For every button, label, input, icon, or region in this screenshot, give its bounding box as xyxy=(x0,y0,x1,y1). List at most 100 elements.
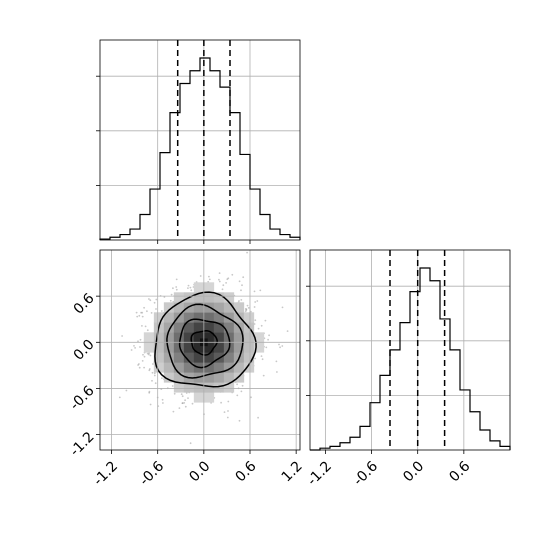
density-cell xyxy=(153,352,165,363)
density-cell xyxy=(213,292,225,303)
sample-point xyxy=(180,393,183,396)
density-cell xyxy=(243,312,255,323)
sample-point xyxy=(240,299,243,301)
density-cell xyxy=(233,342,245,353)
sample-point xyxy=(161,377,163,379)
sample-point xyxy=(178,407,181,409)
sample-point xyxy=(250,396,252,399)
density-cell xyxy=(213,352,225,363)
density-cell xyxy=(223,312,235,323)
sample-point xyxy=(207,280,210,283)
density-cell xyxy=(243,352,255,363)
plot-area xyxy=(118,251,289,445)
sample-point xyxy=(256,300,259,302)
sample-point xyxy=(143,366,146,369)
sample-point xyxy=(253,290,256,293)
density-cell xyxy=(153,342,165,353)
sample-point xyxy=(254,301,257,303)
sample-point xyxy=(181,395,184,398)
sample-point xyxy=(154,382,157,385)
sample-point xyxy=(225,282,228,284)
sample-point xyxy=(240,390,243,393)
sample-point xyxy=(121,335,123,337)
density-cell xyxy=(143,342,155,353)
density-cell xyxy=(153,332,165,343)
sample-point xyxy=(276,371,278,373)
x-tick-label: 0.0 xyxy=(400,458,427,485)
sample-point xyxy=(262,374,265,377)
sample-point xyxy=(138,314,141,317)
sample-point xyxy=(191,402,194,405)
sample-point xyxy=(148,391,151,394)
sample-point xyxy=(189,442,192,445)
density-cell xyxy=(163,352,175,363)
density-cell xyxy=(223,372,235,383)
sample-point xyxy=(161,398,164,401)
sample-point xyxy=(279,346,281,349)
density-cell xyxy=(243,332,255,343)
sample-point xyxy=(146,310,148,313)
sample-point xyxy=(268,334,270,337)
density-cell xyxy=(173,332,185,343)
sample-point xyxy=(141,325,143,327)
density-cell xyxy=(143,332,155,343)
density-cell xyxy=(173,342,185,353)
sample-point xyxy=(153,374,156,377)
sample-point xyxy=(143,306,146,309)
sample-point xyxy=(149,403,152,406)
sample-point xyxy=(223,411,226,413)
density-cell xyxy=(233,332,245,343)
sample-point xyxy=(241,384,244,387)
x-tick-label: 1.2 xyxy=(279,458,306,485)
sample-point xyxy=(220,401,223,404)
sample-point xyxy=(173,392,176,395)
sample-point xyxy=(246,304,249,307)
density-cell xyxy=(213,342,225,353)
density-cell xyxy=(193,302,205,313)
density-cell xyxy=(233,302,245,313)
density-cell xyxy=(193,352,205,363)
density-cell xyxy=(223,292,235,303)
sample-point xyxy=(265,346,268,349)
sample-point xyxy=(253,306,256,308)
density-cell xyxy=(213,382,225,393)
density-cell xyxy=(193,322,205,333)
density-cell xyxy=(253,342,265,353)
density-cell xyxy=(213,372,225,383)
density-cell xyxy=(223,362,235,373)
sample-point xyxy=(231,273,234,276)
sample-point xyxy=(247,307,250,309)
sample-point xyxy=(175,286,178,288)
x-tick-label: -0.6 xyxy=(137,458,168,489)
density-cell xyxy=(163,302,175,313)
sample-point xyxy=(136,315,139,318)
sample-point xyxy=(184,399,187,402)
sample-point xyxy=(153,372,156,375)
density-cell xyxy=(213,322,225,333)
histogram-step xyxy=(310,267,511,451)
sample-point xyxy=(172,287,174,290)
sample-point xyxy=(137,340,139,343)
sample-point xyxy=(264,319,267,322)
density-cell xyxy=(173,322,185,333)
sample-point xyxy=(218,278,220,281)
density-cell xyxy=(233,362,245,373)
marginal-histogram-x-panel xyxy=(96,39,301,244)
sample-point xyxy=(141,311,144,314)
density-cell xyxy=(223,322,235,333)
sample-point xyxy=(135,311,138,314)
sample-point xyxy=(221,288,224,291)
sample-point xyxy=(133,345,135,347)
y-tick-label: -0.6 xyxy=(67,383,98,414)
sample-point xyxy=(149,299,152,302)
sample-point xyxy=(146,352,149,355)
sample-point xyxy=(250,310,252,313)
axes-frame xyxy=(309,249,511,451)
sample-point xyxy=(170,293,173,296)
density-cell xyxy=(193,282,205,293)
sample-point xyxy=(242,276,245,279)
sample-point xyxy=(187,284,190,287)
sample-point xyxy=(181,402,184,404)
sample-point xyxy=(260,355,263,357)
sample-point xyxy=(141,315,144,318)
